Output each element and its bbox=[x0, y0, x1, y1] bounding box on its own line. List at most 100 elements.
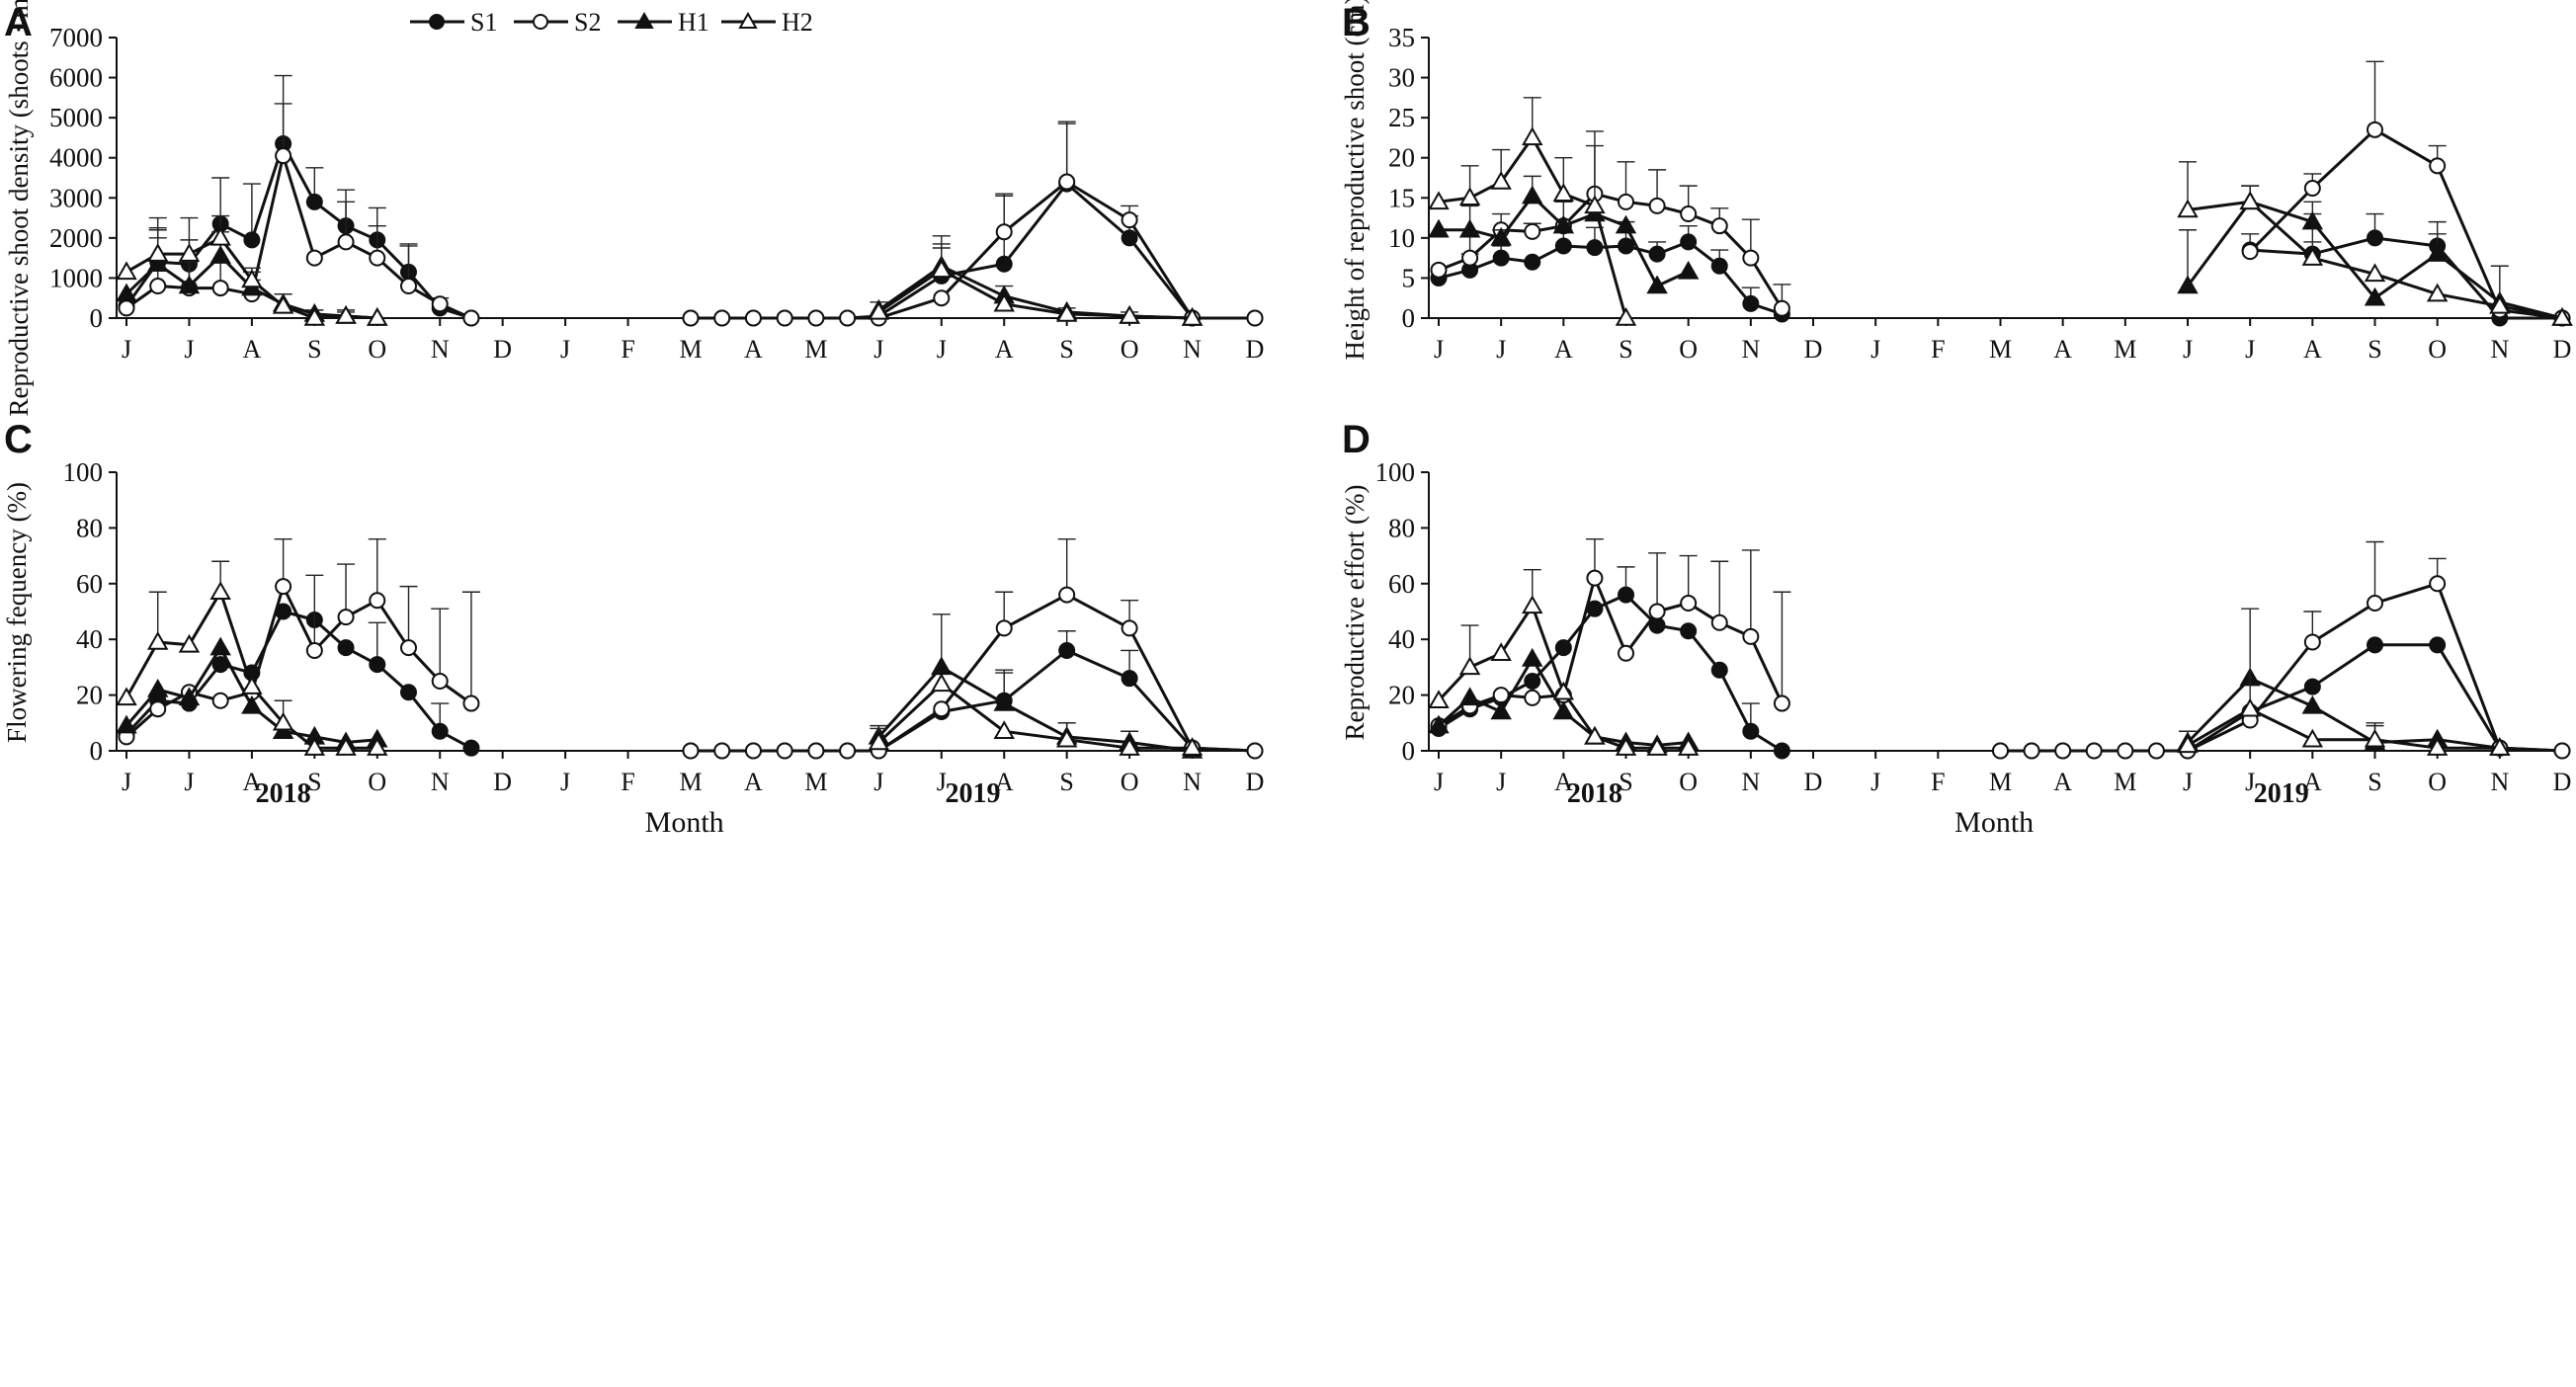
marker-s1-d bbox=[2429, 636, 2447, 654]
x-tick-label: M bbox=[1989, 335, 2012, 364]
marker-h2-d bbox=[1677, 737, 1700, 756]
marker-s2-a bbox=[1246, 309, 1264, 327]
x-tick-label: N bbox=[431, 768, 450, 796]
x-tick-label: D bbox=[1246, 768, 1265, 796]
marker-h2-a bbox=[931, 259, 953, 279]
x-tick-label: N bbox=[1183, 768, 1202, 796]
marker-s2-d bbox=[2054, 742, 2072, 760]
marker-s1-d bbox=[1773, 742, 1790, 760]
marker-h2-a bbox=[868, 300, 890, 320]
marker-h2-c bbox=[146, 631, 169, 650]
marker-s2-d bbox=[2553, 742, 2571, 760]
series-line-s2 bbox=[691, 593, 1256, 753]
marker-h1-c bbox=[209, 636, 231, 656]
marker-h1-a bbox=[116, 283, 137, 302]
y-tick-label: 0 bbox=[1402, 303, 1416, 333]
year-label-2018: 2018 bbox=[256, 778, 311, 809]
marker-s1-b bbox=[1554, 237, 1572, 255]
x-tick-label: O bbox=[368, 768, 386, 796]
marker-h2-c bbox=[209, 581, 231, 601]
y-tick-label: 15 bbox=[1388, 183, 1415, 212]
x-tick-label: M bbox=[2114, 335, 2136, 364]
series-s2-b bbox=[1430, 60, 2571, 327]
marker-s2-b bbox=[2429, 157, 2447, 175]
marker-h2-a bbox=[1055, 302, 1078, 322]
marker-s2-b bbox=[1742, 249, 1760, 267]
marker-s1-d bbox=[1710, 661, 1728, 679]
marker-h2-a bbox=[1181, 306, 1204, 326]
y-axis-title-a: Reproductive shoot density (shoots · m⁻²… bbox=[4, 0, 34, 417]
series-s2-a bbox=[118, 103, 1264, 327]
y-tick-label: 25 bbox=[1388, 103, 1415, 132]
series-s2-d bbox=[1430, 537, 2571, 760]
x-tick-label: D bbox=[2553, 335, 2572, 364]
marker-h2-b bbox=[1522, 126, 1543, 146]
x-tick-label: O bbox=[1121, 335, 1139, 364]
marker-h1-c bbox=[178, 687, 201, 706]
marker-s2-b bbox=[1773, 299, 1790, 317]
x-tick-label: J bbox=[873, 768, 883, 796]
marker-h2-c bbox=[178, 633, 201, 653]
year-label-2019: 2019 bbox=[946, 778, 1001, 809]
y-tick-label: 60 bbox=[1388, 569, 1415, 599]
marker-s2-a bbox=[933, 289, 951, 307]
marker-h2-c bbox=[272, 711, 294, 731]
y-tick-label: 100 bbox=[1375, 457, 1416, 487]
marker-s2-d bbox=[2147, 742, 2165, 760]
x-tick-label: F bbox=[621, 335, 634, 364]
marker-s2-d bbox=[1992, 742, 2009, 760]
legend: S1 S2 H1 H2 bbox=[410, 8, 813, 37]
marker-h2-b bbox=[2239, 191, 2261, 210]
marker-s2-a bbox=[1121, 211, 1138, 229]
x-tick-label: J bbox=[937, 768, 947, 796]
marker-h1-b bbox=[1490, 226, 1512, 246]
marker-s2-d bbox=[1773, 694, 1790, 712]
y-tick-label: 5000 bbox=[49, 103, 103, 132]
series-line-s2 bbox=[1438, 192, 1784, 310]
x-tick-label: S bbox=[1619, 768, 1632, 796]
series-line-s2 bbox=[125, 585, 472, 739]
series-line-s1 bbox=[691, 182, 1255, 320]
marker-h1-d bbox=[1552, 700, 1575, 720]
x-tick-label: J bbox=[560, 335, 570, 364]
marker-s2-a bbox=[118, 299, 135, 317]
marker-s1-d bbox=[1680, 622, 1698, 640]
series-line-s2 bbox=[2249, 127, 2563, 320]
marker-s2-c bbox=[462, 694, 480, 712]
x-tick-label: F bbox=[621, 768, 634, 796]
marker-h2-b bbox=[2489, 294, 2511, 314]
marker-h2-d bbox=[1615, 737, 1637, 756]
marker-s2-c bbox=[1058, 586, 1076, 604]
y-tick-label: 40 bbox=[76, 624, 103, 654]
legend-label-s2: S2 bbox=[574, 8, 601, 37]
marker-h1-b bbox=[1615, 214, 1637, 234]
y-tick-label: 80 bbox=[1388, 513, 1415, 542]
x-tick-label: J bbox=[2183, 335, 2193, 364]
legend-item-s1: S1 bbox=[410, 8, 497, 37]
panel-label-b: B bbox=[1342, 1, 1371, 44]
marker-s2-c bbox=[1246, 742, 1264, 760]
series-line-h1 bbox=[877, 665, 1193, 753]
x-tick-label: M bbox=[679, 335, 702, 364]
marker-h1-c bbox=[931, 656, 953, 676]
marker-s2-c bbox=[713, 742, 731, 760]
marker-s2-d bbox=[2023, 742, 2040, 760]
marker-s1-b bbox=[2367, 229, 2383, 247]
marker-s2-c bbox=[1121, 619, 1138, 637]
marker-s1-d bbox=[1524, 673, 1541, 690]
series-line-s1 bbox=[691, 649, 1256, 753]
marker-h1-d bbox=[1490, 700, 1512, 720]
panel-label-a: A bbox=[4, 1, 33, 44]
x-tick-label: A bbox=[744, 768, 763, 796]
panel-d: D Reproductive effort (%) 0 20 40 60 80 100 J J A S… bbox=[1340, 418, 2571, 839]
series-line-h1 bbox=[2186, 677, 2501, 750]
marker-s2-a bbox=[400, 278, 417, 295]
marker-h2-c bbox=[1119, 737, 1140, 756]
y-tick-label: 0 bbox=[90, 736, 104, 766]
x-tick-label: O bbox=[2428, 768, 2447, 796]
series-line-h2 bbox=[877, 682, 1193, 750]
marker-h1-a bbox=[146, 253, 169, 272]
marker-s2-c bbox=[776, 742, 793, 760]
x-tick-label: N bbox=[1741, 335, 1760, 364]
